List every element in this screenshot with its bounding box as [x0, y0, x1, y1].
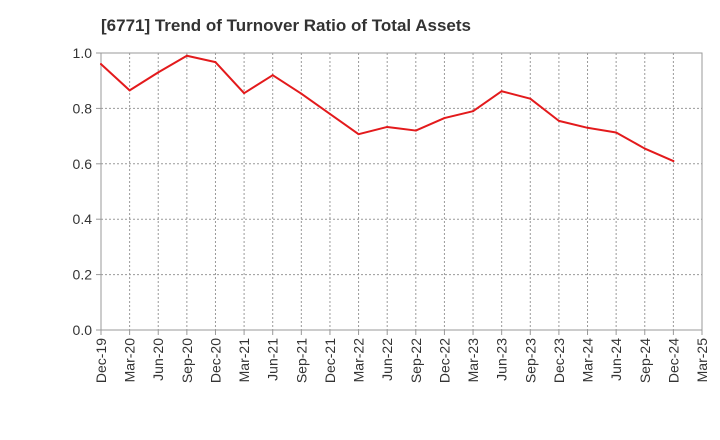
series	[100, 54, 675, 163]
y-tick-label: 0.6	[73, 156, 93, 172]
data-point	[557, 119, 560, 122]
x-tick-label: Sep-24	[637, 338, 653, 383]
x-tick-label: Jun-24	[608, 338, 624, 381]
x-tick-label: Jun-21	[265, 338, 281, 381]
y-tick-label: 0.0	[73, 322, 93, 338]
data-point	[300, 92, 303, 95]
data-point	[128, 89, 131, 92]
data-point	[214, 61, 217, 64]
data-point	[243, 92, 246, 95]
y-axis: 0.0 0.2 0.4 0.6 0.8 1.0	[73, 45, 101, 338]
x-tick-label: Mar-22	[351, 338, 367, 383]
plot-area-border	[100, 52, 703, 331]
grid	[101, 53, 702, 330]
data-point	[615, 131, 618, 134]
data-point	[643, 147, 646, 150]
data-point	[328, 112, 331, 115]
data-point	[414, 129, 417, 132]
data-point	[157, 71, 160, 74]
x-tick-label: Dec-23	[551, 338, 567, 383]
y-tick-label: 1.0	[73, 45, 93, 61]
x-tick-label: Dec-24	[665, 338, 681, 383]
x-tick-label: Sep-20	[179, 338, 195, 383]
x-tick-label: Mar-20	[122, 338, 138, 383]
data-point	[586, 126, 589, 129]
x-tick-label: Dec-22	[436, 338, 452, 383]
data-point	[672, 160, 675, 163]
x-tick-label: Mar-25	[694, 338, 710, 383]
chart-title: [6771] Trend of Turnover Ratio of Total …	[101, 16, 471, 35]
y-tick-label: 0.2	[73, 267, 93, 283]
data-point	[472, 110, 475, 113]
x-tick-label: Dec-19	[93, 338, 109, 383]
x-axis: Dec-19 Mar-20 Jun-20 Sep-20 Dec-20 Mar-21 Jun-…	[93, 330, 710, 383]
x-tick-label: Mar-24	[580, 338, 596, 383]
x-tick-label: Mar-21	[236, 338, 252, 383]
data-point	[443, 117, 446, 120]
y-tick-label: 0.8	[73, 100, 93, 116]
data-point	[271, 74, 274, 77]
x-tick-label: Sep-22	[408, 338, 424, 383]
x-tick-label: Jun-20	[150, 338, 166, 381]
data-point	[185, 54, 188, 57]
x-tick-label: Dec-21	[322, 338, 338, 383]
data-point	[386, 125, 389, 128]
data-point	[500, 90, 503, 93]
x-tick-label: Sep-23	[522, 338, 538, 383]
x-tick-label: Jun-23	[494, 338, 510, 381]
x-tick-label: Sep-21	[293, 338, 309, 383]
x-tick-label: Dec-20	[207, 338, 223, 383]
x-tick-label: Mar-23	[465, 338, 481, 383]
x-tick-label: Jun-22	[379, 338, 395, 381]
data-point	[100, 63, 102, 66]
data-point	[529, 97, 532, 100]
data-point	[357, 133, 360, 136]
y-tick-label: 0.4	[73, 211, 93, 227]
